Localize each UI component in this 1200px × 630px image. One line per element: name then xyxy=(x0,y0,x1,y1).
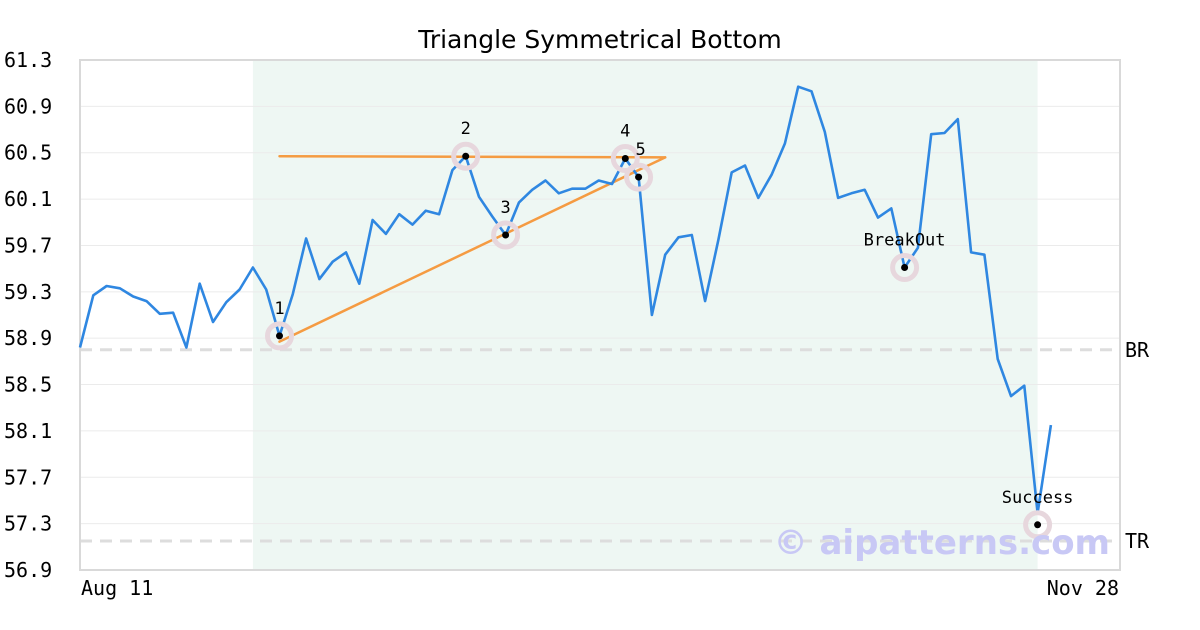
marker-label: 1 xyxy=(274,299,284,319)
marker-dot xyxy=(901,263,909,271)
marker-label: 2 xyxy=(461,119,471,139)
marker-dot xyxy=(1034,521,1042,529)
pattern-marker-5: 5 xyxy=(624,140,654,192)
marker-label: BreakOut xyxy=(864,230,946,250)
marker-halo xyxy=(265,321,294,351)
y-tick-label: 58.1 xyxy=(4,419,52,443)
y-tick-label: 60.5 xyxy=(4,141,52,165)
marker-dot xyxy=(462,152,470,160)
y-tick-label: 60.9 xyxy=(4,94,52,118)
y-tick-label: 58.9 xyxy=(4,326,52,350)
trendline xyxy=(278,156,667,343)
marker-dot xyxy=(276,332,283,340)
level-label-br: BR xyxy=(1125,338,1150,362)
pattern-marker-4: 4 xyxy=(610,122,640,174)
x-tick-label: Aug 11 xyxy=(81,576,153,600)
pattern-marker-2: 2 xyxy=(451,119,481,171)
trendline xyxy=(278,154,667,159)
y-tick-label: 60.1 xyxy=(4,187,52,211)
y-tick-label: 57.7 xyxy=(4,465,52,489)
marker-label: 4 xyxy=(620,122,630,142)
pattern-zone xyxy=(252,60,1038,570)
x-tick-label: Nov 28 xyxy=(1047,576,1119,600)
marker-dot xyxy=(635,173,643,181)
marker-halo xyxy=(624,162,654,192)
marker-label: 5 xyxy=(635,140,645,160)
price-line xyxy=(78,85,1053,515)
pattern-marker-3: 3 xyxy=(491,198,521,250)
marker-halo xyxy=(491,220,521,250)
pattern-marker-breakout: BreakOut xyxy=(864,230,946,282)
marker-dot xyxy=(502,231,510,239)
marker-label: Success xyxy=(1002,488,1074,508)
y-tick-label: 59.3 xyxy=(4,280,52,304)
marker-halo xyxy=(610,144,640,174)
marker-halo xyxy=(1023,510,1053,540)
y-tick-label: 59.7 xyxy=(4,233,52,257)
watermark: © aipatterns.com xyxy=(774,523,1110,563)
marker-halo xyxy=(890,252,920,282)
y-tick-label: 61.3 xyxy=(4,48,52,72)
level-label-tr: TR xyxy=(1125,529,1150,553)
y-tick-label: 57.3 xyxy=(4,512,52,536)
marker-dot xyxy=(621,155,629,163)
plot-frame xyxy=(79,59,1121,571)
y-tick-label: 56.9 xyxy=(4,558,52,582)
marker-label: 3 xyxy=(500,198,510,218)
pattern-marker-success: Success xyxy=(1002,488,1074,540)
y-tick-label: 58.5 xyxy=(4,373,52,397)
pattern-marker-1: 1 xyxy=(265,299,294,351)
chart-title: Triangle Symmetrical Bottom xyxy=(417,25,782,54)
marker-halo xyxy=(451,141,481,171)
